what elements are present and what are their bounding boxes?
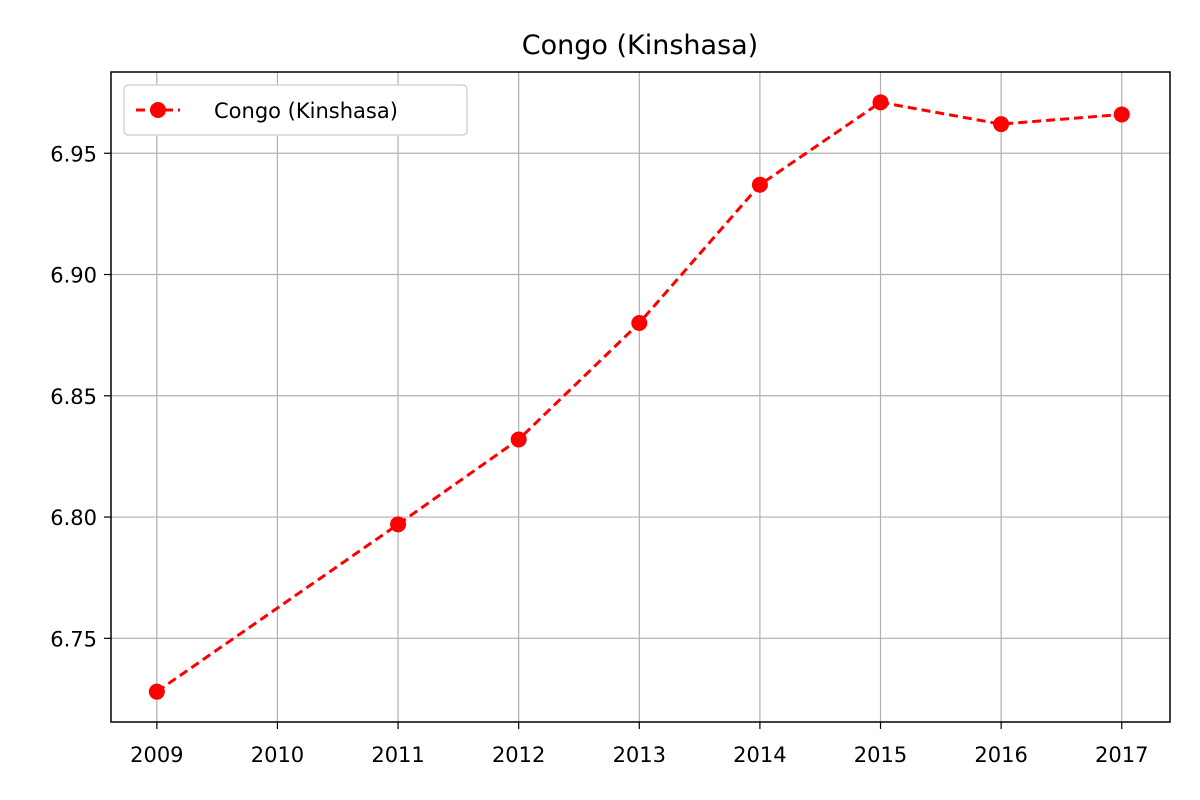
data-point <box>390 516 407 533</box>
data-point <box>631 315 648 332</box>
y-tick-label: 6.75 <box>50 627 97 651</box>
data-point <box>751 176 768 193</box>
legend-marker <box>150 102 166 118</box>
x-tick-label: 2010 <box>251 743 304 767</box>
grid-layer <box>111 72 1170 722</box>
y-tick-label: 6.85 <box>50 385 97 409</box>
y-tick-label: 6.95 <box>50 142 97 166</box>
data-point <box>1113 106 1130 123</box>
y-tick-label: 6.90 <box>50 264 97 288</box>
x-tick-label: 2014 <box>733 743 786 767</box>
x-tick-label: 2017 <box>1095 743 1148 767</box>
x-tick-label: 2013 <box>613 743 666 767</box>
series-layer <box>148 94 1130 700</box>
data-point <box>148 683 165 700</box>
y-tick-label: 6.80 <box>50 506 97 530</box>
legend-box <box>123 84 468 136</box>
x-tick-label: 2012 <box>492 743 545 767</box>
plot-frame <box>110 71 1171 723</box>
legend-label: Congo (Kinshasa) <box>214 99 398 123</box>
data-point <box>872 94 889 111</box>
series-line <box>155 100 1122 693</box>
x-tick-label: 2011 <box>371 743 424 767</box>
tick-layer: 2009 2010 2011 2012 2013 2014 2015 2016 2017 6.75… <box>50 142 1148 767</box>
x-tick-label: 2009 <box>130 743 183 767</box>
legend: Congo (Kinshasa) <box>123 84 468 136</box>
x-tick-label: 2015 <box>854 743 907 767</box>
data-point <box>510 431 527 448</box>
data-point <box>993 116 1010 133</box>
chart-title: Congo (Kinshasa) <box>522 30 758 61</box>
x-tick-label: 2016 <box>974 743 1027 767</box>
